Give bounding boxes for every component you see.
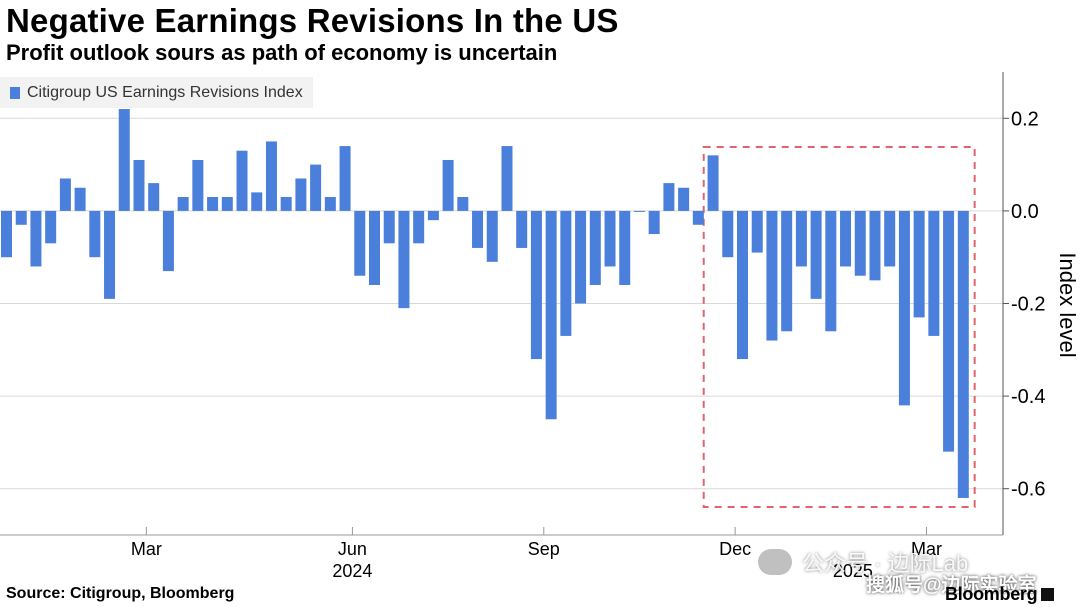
bar [898, 210, 910, 406]
x-tick-label: Dec [719, 539, 751, 559]
bars [1, 109, 969, 498]
chart-title: Negative Earnings Revisions In the US [6, 2, 619, 39]
bar [30, 210, 42, 267]
bar [766, 210, 778, 341]
bar [957, 210, 969, 498]
bar [427, 210, 439, 221]
brand-mark-icon [1041, 588, 1055, 601]
bar [59, 178, 71, 211]
bar [751, 210, 763, 253]
y-axis-label: Index level [1055, 252, 1080, 357]
x-ticks: Mar Jun Sep Dec Mar 2024 2025 [131, 527, 942, 581]
bar [560, 210, 572, 336]
y-tick-label: 0.0 [1011, 201, 1039, 223]
y-tick-label: -0.4 [1011, 386, 1045, 408]
bar [663, 183, 675, 211]
bar [707, 155, 719, 211]
bar [692, 210, 704, 225]
bar [530, 210, 542, 360]
bar [398, 210, 410, 309]
bar [545, 210, 557, 420]
bar [177, 197, 189, 211]
bar [825, 210, 837, 332]
bar [795, 210, 807, 267]
bar [913, 210, 925, 318]
bar [310, 164, 322, 211]
bar [722, 210, 734, 258]
bar [1, 210, 12, 258]
bar [15, 210, 27, 225]
bar [207, 197, 219, 211]
y-tick-label: -0.2 [1011, 294, 1045, 316]
bar [221, 197, 233, 211]
watermark-secondary: 搜狐号@边际实验室 [866, 575, 1037, 596]
bar [45, 210, 57, 244]
bar [265, 141, 277, 211]
bar [148, 183, 160, 211]
bar [781, 210, 793, 332]
bar [383, 210, 395, 244]
watermark-text: 公众号 · 边际Lab [802, 551, 969, 576]
bar [324, 197, 336, 211]
highlight-box [702, 146, 976, 508]
bar [295, 178, 307, 211]
bar [516, 210, 528, 248]
brand-name: Bloomberg [945, 584, 1038, 604]
bar [928, 210, 940, 336]
chart-subtitle: Profit outlook sours as path of economy … [6, 40, 558, 65]
bar [457, 197, 469, 211]
bar [118, 109, 130, 211]
x-year-label: 2024 [332, 561, 372, 581]
bar [604, 210, 616, 267]
bar [501, 146, 513, 211]
bar [280, 197, 292, 211]
bar [472, 210, 484, 248]
bar [236, 150, 248, 211]
bar [442, 159, 454, 211]
bar [354, 210, 366, 276]
source-note: Source: Citigroup, Bloomberg [6, 585, 235, 602]
x-tick-label: Jun [338, 539, 367, 559]
legend-swatch [10, 86, 20, 99]
bar [486, 210, 498, 262]
x-tick-label: Mar [911, 539, 942, 559]
x-tick-label: Mar [131, 539, 162, 559]
bar [943, 210, 955, 452]
y-tick-label: 0.2 [1011, 108, 1039, 130]
bar [810, 210, 822, 299]
bar [884, 210, 896, 267]
bar [339, 146, 351, 211]
bar [369, 210, 380, 285]
brand-logo: Bloomberg [945, 584, 1055, 605]
watermark: 公众号 · 边际Lab [758, 546, 968, 578]
bar [678, 187, 690, 211]
x-year-label: 2025 [833, 561, 873, 581]
legend-label: Citigroup US Earnings Revisions Index [27, 83, 303, 101]
bar [575, 210, 587, 304]
bar [162, 210, 174, 272]
y-tick-label: -0.6 [1011, 479, 1045, 501]
bar [251, 192, 263, 211]
bar [737, 210, 748, 360]
bar [648, 210, 660, 235]
bar [133, 159, 145, 211]
legend: Citigroup US Earnings Revisions Index [0, 77, 313, 108]
bar [633, 210, 645, 212]
bar [869, 210, 881, 281]
bar [413, 210, 425, 244]
bar [74, 187, 86, 211]
bar [589, 210, 601, 285]
bar [104, 210, 116, 299]
y-ticks: 0.2 0.0 -0.2 -0.4 -0.6 [1003, 108, 1045, 501]
bar [840, 210, 852, 267]
bar [619, 210, 631, 285]
bar [192, 159, 204, 211]
bar [89, 210, 101, 258]
bar [854, 210, 866, 276]
wechat-icon [758, 549, 792, 575]
x-tick-label: Sep [528, 539, 560, 559]
